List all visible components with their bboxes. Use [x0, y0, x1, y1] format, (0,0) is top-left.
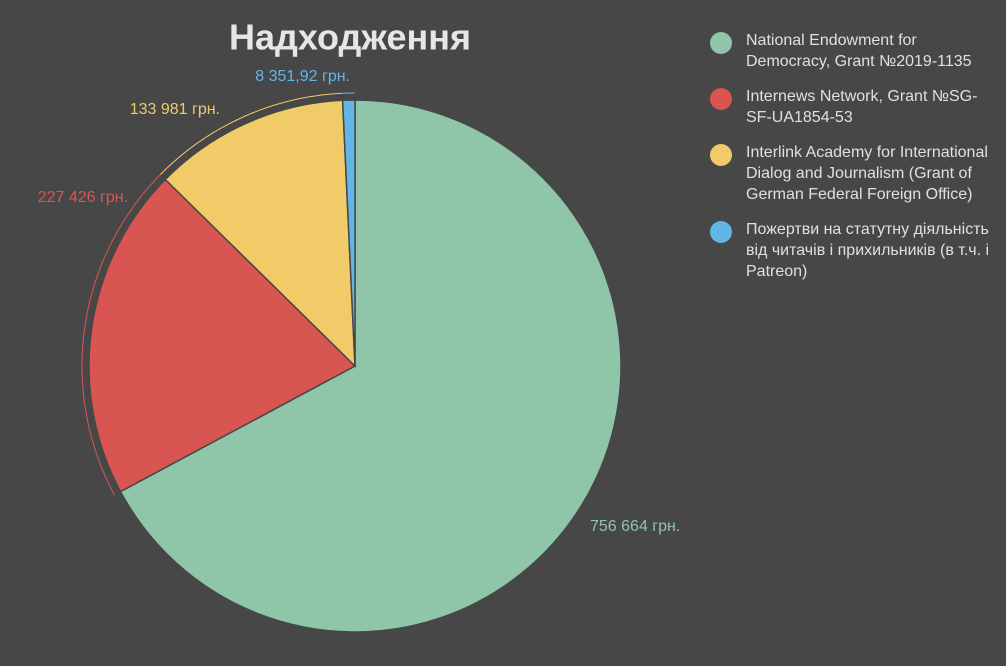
legend-item: National Endowment for Democracy, Grant …	[708, 30, 998, 72]
legend-swatch	[710, 221, 732, 243]
pie-slice	[164, 99, 356, 368]
legend-item: Interlink Academy for International Dial…	[708, 142, 998, 205]
pie-slice	[341, 99, 356, 367]
pie-slice	[119, 99, 622, 633]
pie-slice	[88, 178, 357, 493]
value-label: 133 981 грн.	[130, 101, 220, 118]
legend: National Endowment for Democracy, Grant …	[708, 30, 998, 296]
chart-title: Надходження	[229, 17, 471, 58]
value-label: 227 426 грн.	[38, 189, 128, 206]
legend-label: Internews Network, Grant №SG-SF-UA1854-5…	[746, 88, 978, 126]
value-label: 756 664 грн.	[590, 518, 680, 535]
legend-label: National Endowment for Democracy, Grant …	[746, 32, 972, 70]
legend-label: Interlink Academy for International Dial…	[746, 144, 988, 203]
label-bracket	[81, 174, 161, 496]
legend-swatch	[710, 144, 732, 166]
legend-item: Пожертви на статутну діяльність від чита…	[708, 219, 998, 282]
legend-label: Пожертви на статутну діяльність від чита…	[746, 221, 990, 280]
label-bracket	[159, 92, 343, 175]
value-label: 8 351,92 грн.	[255, 68, 350, 85]
legend-swatch	[710, 88, 732, 110]
legend-item: Internews Network, Grant №SG-SF-UA1854-5…	[708, 86, 998, 128]
legend-swatch	[710, 32, 732, 54]
